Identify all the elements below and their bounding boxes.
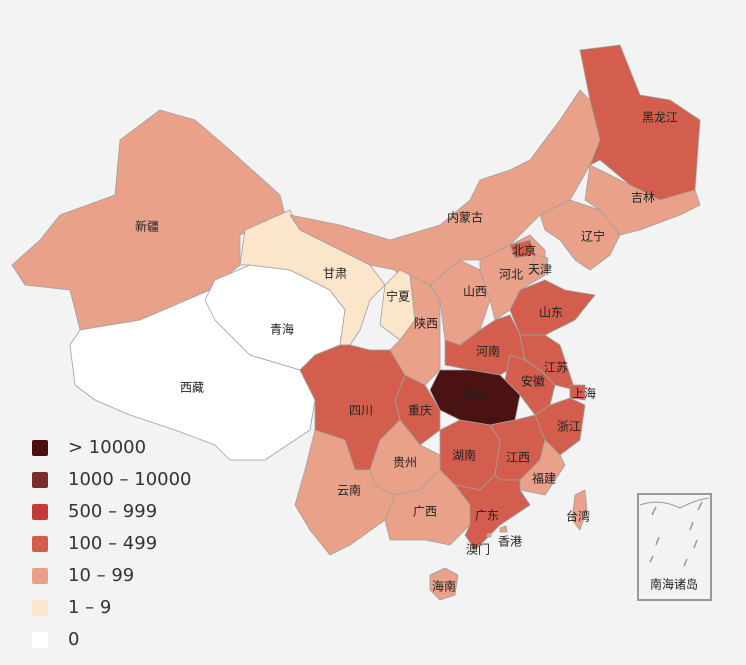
province [571, 489, 588, 531]
province-label: 湖北 [462, 388, 486, 403]
province-label: 香港 [498, 535, 522, 549]
province [454, 474, 531, 551]
legend-swatch [32, 472, 48, 488]
legend-swatch [32, 504, 48, 520]
province-label: 天津 [528, 263, 552, 277]
province [539, 199, 621, 271]
province-label: 黑龙江 [642, 111, 678, 125]
province-label: 海南 [432, 579, 456, 594]
province-label: 江西 [506, 451, 530, 465]
legend: > 10000 1000 – 10000 500 – 999 100 – 499 10 … [32, 437, 192, 650]
province-label: 陕西 [414, 316, 438, 331]
legend-label: 1000 – 10000 [68, 469, 192, 490]
province-label: 安徽 [521, 374, 545, 389]
province-label: 辽宁 [581, 229, 605, 244]
province [584, 164, 701, 236]
province-label: 宁夏 [386, 289, 410, 304]
province-label: 江苏 [544, 361, 568, 375]
province-label: 青海 [270, 322, 294, 337]
province-label: 吉林 [631, 191, 655, 205]
province-label: 甘肃 [323, 267, 347, 281]
province [429, 369, 521, 426]
province-label: 台湾 [566, 509, 590, 524]
south-sea-inset [637, 493, 712, 601]
legend-label: > 10000 [68, 437, 146, 458]
province-label: 湖南 [452, 448, 476, 463]
province-label: 四川 [349, 404, 373, 418]
province [499, 525, 508, 533]
provinces [11, 44, 701, 601]
province [11, 109, 286, 331]
province-label: 西藏 [180, 381, 204, 395]
province [69, 289, 316, 461]
inset-label: 南海诸岛 [650, 577, 698, 592]
legend-swatch [32, 536, 48, 552]
legend-label: 0 [68, 629, 79, 650]
legend-label: 100 – 499 [68, 533, 157, 554]
province-label: 福建 [532, 471, 556, 486]
legend-label: 10 – 99 [68, 565, 134, 586]
province-label: 浙江 [557, 420, 581, 434]
province-label: 山西 [463, 285, 487, 299]
province-label: 贵州 [393, 456, 417, 470]
province-label: 广东 [475, 509, 499, 523]
province-label: 山东 [539, 306, 563, 320]
province-label: 广西 [413, 505, 437, 519]
province [519, 439, 566, 496]
province-label: 河南 [476, 344, 500, 359]
legend-label: 500 – 999 [68, 501, 157, 522]
province-label: 河北 [499, 268, 523, 282]
legend-swatch [32, 600, 48, 616]
legend-label: 1 – 9 [68, 597, 111, 618]
province-label: 新疆 [135, 219, 159, 234]
province [486, 532, 492, 538]
province-label: 内蒙古 [447, 210, 483, 225]
legend-swatch [32, 632, 48, 648]
province [531, 254, 549, 276]
province-label: 澳门 [466, 542, 490, 557]
legend-swatch [32, 440, 48, 456]
province [429, 567, 459, 601]
province-label: 上海 [572, 386, 596, 401]
province-label: 北京 [512, 244, 536, 258]
province [569, 384, 586, 401]
province-label: 云南 [337, 483, 361, 498]
legend-swatch [32, 568, 48, 584]
province-label: 重庆 [408, 404, 432, 418]
